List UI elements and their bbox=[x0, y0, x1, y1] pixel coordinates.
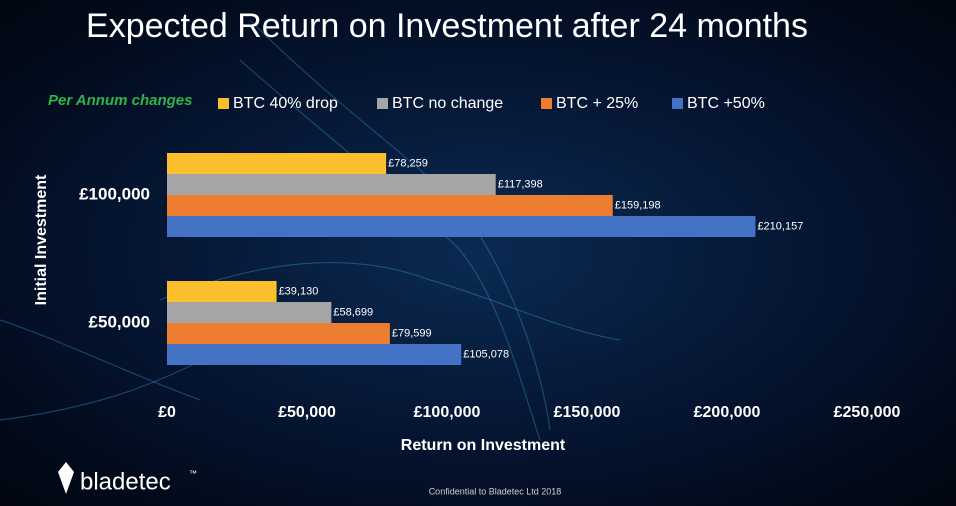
y-tick-label: £100,000 bbox=[79, 184, 150, 203]
bar bbox=[167, 344, 462, 365]
legend-swatch bbox=[672, 98, 683, 109]
logo: bladetec ™ bbox=[58, 462, 197, 495]
x-tick-label: £0 bbox=[158, 404, 176, 421]
footer: Confidential to Bladetec Ltd 2018 bbox=[429, 486, 562, 496]
legend-swatch bbox=[218, 98, 229, 109]
y-tick-label: £50,000 bbox=[89, 312, 150, 331]
x-tick-label: £250,000 bbox=[834, 404, 901, 421]
value-label: £58,699 bbox=[333, 306, 373, 318]
annotation: Per Annum changes bbox=[48, 92, 192, 109]
logo-trademark: ™ bbox=[189, 469, 197, 478]
value-label: £39,130 bbox=[279, 285, 319, 297]
logo-text: bladetec bbox=[80, 468, 171, 495]
bar bbox=[167, 216, 756, 237]
legend-swatch bbox=[541, 98, 552, 109]
legend-label: BTC + 25% bbox=[556, 95, 638, 112]
x-tick-label: £200,000 bbox=[694, 404, 761, 421]
bar bbox=[167, 195, 613, 216]
value-label: £105,078 bbox=[463, 348, 509, 360]
legend-label: BTC no change bbox=[392, 95, 503, 112]
bar bbox=[167, 153, 387, 174]
value-label: £79,599 bbox=[392, 327, 432, 339]
bar bbox=[167, 281, 277, 302]
legend-label: BTC +50% bbox=[687, 95, 765, 112]
x-axis-label: Return on Investment bbox=[401, 437, 566, 454]
value-label: £117,398 bbox=[498, 178, 543, 190]
x-tick-label: £50,000 bbox=[278, 404, 336, 421]
bar bbox=[167, 323, 390, 344]
legend-swatch bbox=[377, 98, 388, 109]
value-label: £159,198 bbox=[615, 199, 661, 211]
bar bbox=[167, 174, 496, 195]
legend-label: BTC 40% drop bbox=[233, 95, 338, 112]
y-axis-label: Initial Investment bbox=[33, 174, 50, 305]
x-tick-label: £100,000 bbox=[414, 404, 481, 421]
bar bbox=[167, 302, 332, 323]
chart-title: Expected Return on Investment after 24 m… bbox=[86, 7, 808, 45]
x-tick-label: £150,000 bbox=[554, 404, 621, 421]
logo-icon bbox=[58, 462, 74, 494]
value-label: £78,259 bbox=[388, 157, 428, 169]
value-label: £210,157 bbox=[757, 220, 803, 232]
